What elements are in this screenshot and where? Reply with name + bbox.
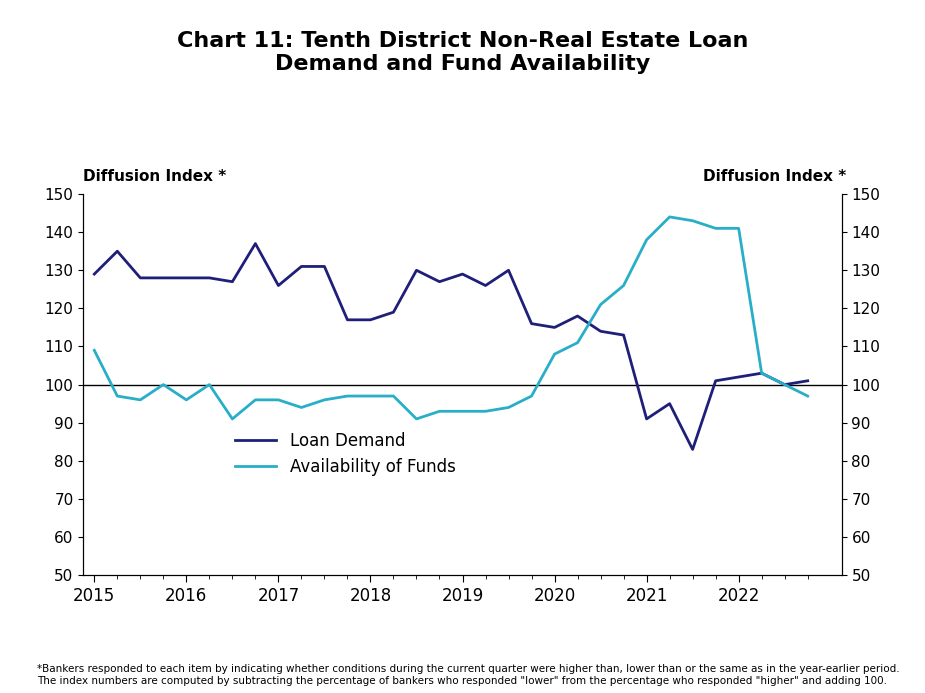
Loan Demand: [250, 239, 261, 247]
Loan Demand: [779, 380, 790, 389]
Legend: Loan Demand, Availability of Funds: Loan Demand, Availability of Funds: [228, 426, 462, 483]
Loan Demand: [710, 377, 722, 385]
Loan Demand: [112, 247, 123, 255]
Availability of Funds: [503, 403, 514, 412]
Loan Demand: [687, 445, 698, 453]
Availability of Funds: [618, 281, 629, 290]
Loan Demand: [734, 373, 745, 381]
Availability of Funds: [595, 301, 606, 309]
Availability of Funds: [89, 346, 100, 354]
Loan Demand: [158, 274, 169, 282]
Loan Demand: [411, 266, 422, 274]
Availability of Funds: [411, 414, 422, 423]
Loan Demand: [180, 274, 191, 282]
Availability of Funds: [250, 396, 261, 404]
Loan Demand: [388, 308, 399, 316]
Availability of Funds: [158, 380, 169, 389]
Loan Demand: [364, 315, 376, 324]
Availability of Funds: [734, 224, 745, 232]
Loan Demand: [89, 270, 100, 278]
Availability of Funds: [112, 392, 123, 400]
Availability of Funds: [388, 392, 399, 400]
Loan Demand: [595, 327, 606, 335]
Availability of Funds: [319, 396, 330, 404]
Availability of Funds: [710, 224, 722, 232]
Loan Demand: [135, 274, 146, 282]
Availability of Funds: [526, 392, 537, 400]
Loan Demand: [641, 414, 652, 423]
Loan Demand: [434, 277, 445, 286]
Loan Demand: [227, 277, 238, 286]
Availability of Funds: [457, 407, 468, 415]
Availability of Funds: [572, 338, 583, 346]
Availability of Funds: [687, 216, 698, 225]
Loan Demand: [503, 266, 514, 274]
Loan Demand: [273, 281, 284, 290]
Availability of Funds: [227, 414, 238, 423]
Availability of Funds: [364, 392, 376, 400]
Availability of Funds: [296, 403, 307, 412]
Availability of Funds: [180, 396, 191, 404]
Availability of Funds: [664, 213, 675, 221]
Loan Demand: [457, 270, 468, 278]
Availability of Funds: [480, 407, 491, 415]
Text: Chart 11: Tenth District Non-Real Estate Loan
Demand and Fund Availability: Chart 11: Tenth District Non-Real Estate…: [177, 31, 748, 74]
Loan Demand: [756, 369, 767, 377]
Loan Demand: [204, 274, 215, 282]
Loan Demand: [618, 331, 629, 339]
Availability of Funds: [756, 369, 767, 377]
Line: Loan Demand: Loan Demand: [94, 243, 808, 449]
Availability of Funds: [641, 236, 652, 244]
Availability of Funds: [204, 380, 215, 389]
Loan Demand: [319, 262, 330, 270]
Loan Demand: [526, 319, 537, 328]
Loan Demand: [572, 312, 583, 320]
Loan Demand: [480, 281, 491, 290]
Text: Diffusion Index *: Diffusion Index *: [83, 168, 227, 184]
Text: *Bankers responded to each item by indicating whether conditions during the curr: *Bankers responded to each item by indic…: [37, 665, 900, 686]
Availability of Funds: [273, 396, 284, 404]
Line: Availability of Funds: Availability of Funds: [94, 217, 808, 419]
Text: Diffusion Index *: Diffusion Index *: [703, 168, 846, 184]
Availability of Funds: [135, 396, 146, 404]
Availability of Funds: [434, 407, 445, 415]
Availability of Funds: [779, 380, 790, 389]
Loan Demand: [342, 315, 353, 324]
Loan Demand: [549, 323, 561, 332]
Loan Demand: [664, 399, 675, 407]
Loan Demand: [296, 262, 307, 270]
Loan Demand: [802, 377, 813, 385]
Availability of Funds: [802, 392, 813, 400]
Availability of Funds: [549, 350, 561, 358]
Availability of Funds: [342, 392, 353, 400]
